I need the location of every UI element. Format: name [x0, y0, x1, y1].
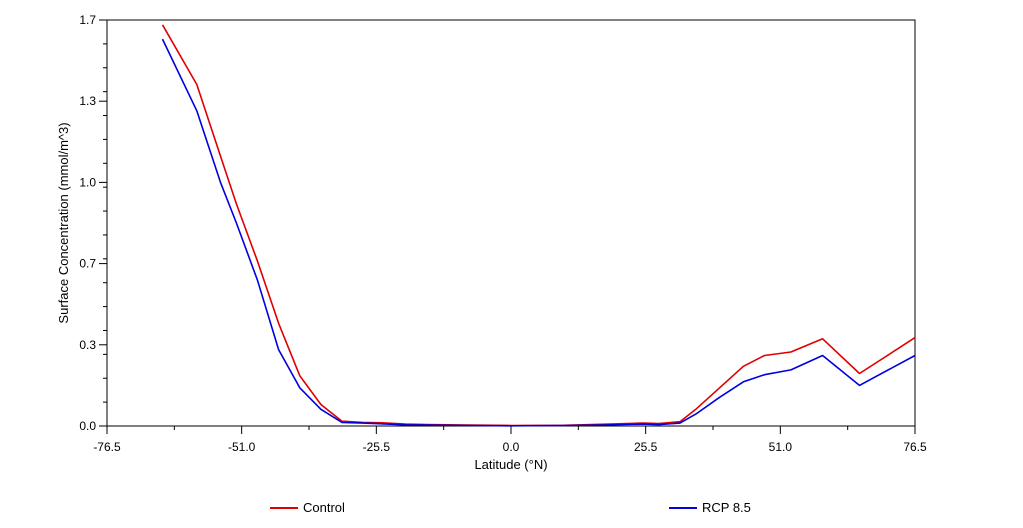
x-tick-label: -76.5: [93, 440, 121, 454]
legend-label-control: Control: [303, 500, 345, 515]
y-tick-label: 1.0: [79, 175, 96, 189]
legend-label-rcp85: RCP 8.5: [702, 500, 751, 515]
y-tick-label: 0.7: [79, 257, 96, 271]
x-tick-label: 76.5: [903, 440, 927, 454]
x-tick-label: 51.0: [769, 440, 793, 454]
x-tick-label: -25.5: [363, 440, 391, 454]
x-tick-label: 25.5: [634, 440, 658, 454]
x-axis-title: Latitude (°N): [474, 457, 547, 472]
x-tick-label: -51.0: [228, 440, 256, 454]
y-tick-label: 0.0: [79, 419, 96, 433]
y-tick-label: 1.3: [79, 94, 96, 108]
x-tick-label: 0.0: [503, 440, 520, 454]
legend: Control RCP 8.5: [270, 500, 751, 515]
y-tick-label: 0.3: [79, 338, 96, 352]
plot-frame: [106, 19, 916, 427]
series-line-rcp85: [161, 38, 916, 427]
y-tick-label: 1.7: [79, 13, 96, 27]
x-axis: -76.5 -51.0 -25.5 0.0 25.5 51.0 76.5: [93, 426, 927, 454]
series-layer: [161, 24, 916, 427]
y-axis: 0.0 0.3 0.7 1.0 1.3 1.7: [79, 13, 107, 433]
y-axis-title: Surface Concentration (mmol/m^3): [56, 122, 71, 323]
